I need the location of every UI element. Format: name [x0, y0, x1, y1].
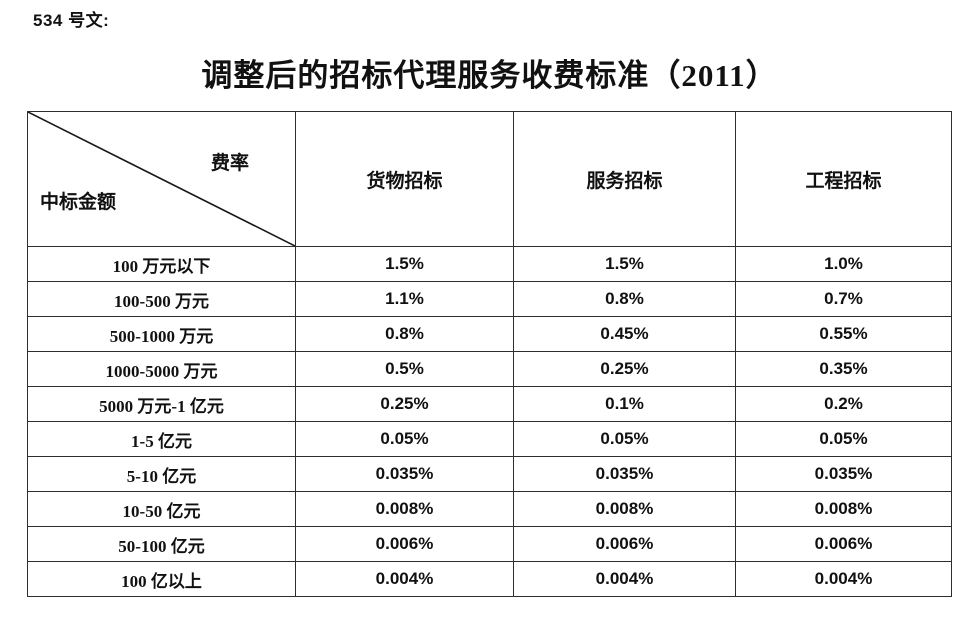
diagonal-corner-cell: 费率 中标金额 — [27, 111, 296, 247]
row-label: 1000-5000 万元 — [27, 351, 296, 387]
row-label: 100 亿以上 — [27, 561, 296, 597]
rate-value: 0.5% — [295, 351, 514, 387]
rate-value: 0.008% — [735, 491, 952, 527]
column-header-engineering: 工程招标 — [735, 111, 952, 247]
rate-value: 0.25% — [295, 386, 514, 422]
table-row: 5000 万元-1 亿元 0.25% 0.1% 0.2% — [27, 386, 952, 422]
rate-value: 0.2% — [735, 386, 952, 422]
row-label: 500-1000 万元 — [27, 316, 296, 352]
column-header-services: 服务招标 — [513, 111, 736, 247]
row-label: 100 万元以下 — [27, 246, 296, 282]
rate-value: 1.0% — [735, 246, 952, 282]
row-label: 10-50 亿元 — [27, 491, 296, 527]
table-row: 1-5 亿元 0.05% 0.05% 0.05% — [27, 421, 952, 457]
rate-value: 0.55% — [735, 316, 952, 352]
rate-value: 0.006% — [513, 526, 736, 562]
rate-value: 0.004% — [295, 561, 514, 597]
rate-value: 0.035% — [735, 456, 952, 492]
rate-value: 0.035% — [513, 456, 736, 492]
rate-value: 1.1% — [295, 281, 514, 317]
row-label: 5000 万元-1 亿元 — [27, 386, 296, 422]
table-row: 10-50 亿元 0.008% 0.008% 0.008% — [27, 491, 952, 527]
rate-value: 0.004% — [735, 561, 952, 597]
row-label: 100-500 万元 — [27, 281, 296, 317]
rate-value: 0.7% — [735, 281, 952, 317]
table-row: 500-1000 万元 0.8% 0.45% 0.55% — [27, 316, 952, 352]
rate-value: 0.8% — [295, 316, 514, 352]
rate-value: 1.5% — [513, 246, 736, 282]
rate-value: 0.25% — [513, 351, 736, 387]
row-label: 1-5 亿元 — [27, 421, 296, 457]
rate-value: 0.05% — [735, 421, 952, 457]
rate-value: 0.1% — [513, 386, 736, 422]
table-row: 5-10 亿元 0.035% 0.035% 0.035% — [27, 456, 952, 492]
rate-value: 0.004% — [513, 561, 736, 597]
rate-value: 0.006% — [735, 526, 952, 562]
rate-value: 1.5% — [295, 246, 514, 282]
rate-value: 0.45% — [513, 316, 736, 352]
column-header-goods: 货物招标 — [295, 111, 514, 247]
rate-value: 0.008% — [295, 491, 514, 527]
rate-value: 0.05% — [295, 421, 514, 457]
fee-rate-table: 费率 中标金额 货物招标 服务招标 工程招标 100 万元以下 1.5% 1.5… — [27, 111, 952, 597]
row-label: 5-10 亿元 — [27, 456, 296, 492]
row-label: 50-100 亿元 — [27, 526, 296, 562]
corner-label-rate: 费率 — [210, 153, 249, 174]
table-row: 1000-5000 万元 0.5% 0.25% 0.35% — [27, 351, 952, 387]
table-row: 100 万元以下 1.5% 1.5% 1.0% — [27, 246, 952, 282]
page-title: 调整后的招标代理服务收费标准（2011） — [201, 58, 778, 93]
table-row: 100-500 万元 1.1% 0.8% 0.7% — [27, 281, 952, 317]
corner-label-amount: 中标金额 — [40, 192, 117, 213]
document-ref-label: 534 号文: — [33, 11, 110, 30]
table-row: 50-100 亿元 0.006% 0.006% 0.006% — [27, 526, 952, 562]
rate-value: 0.8% — [513, 281, 736, 317]
rate-value: 0.006% — [295, 526, 514, 562]
rate-value: 0.035% — [295, 456, 514, 492]
table-row: 100 亿以上 0.004% 0.004% 0.004% — [27, 561, 952, 597]
rate-value: 0.05% — [513, 421, 736, 457]
rate-value: 0.35% — [735, 351, 952, 387]
rate-value: 0.008% — [513, 491, 736, 527]
table-header-row: 费率 中标金额 货物招标 服务招标 工程招标 — [27, 111, 952, 247]
diagonal-divider-line — [28, 112, 295, 246]
